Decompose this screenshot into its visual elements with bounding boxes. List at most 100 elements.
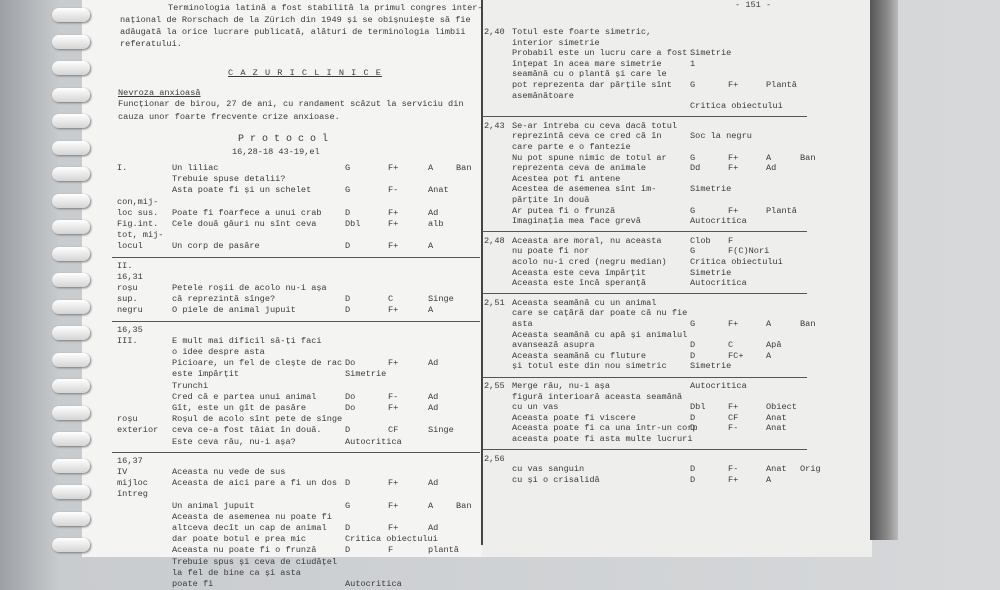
score-code: F+ <box>728 163 739 174</box>
right-page <box>482 0 872 557</box>
intro-line: cauza unor foarte frecvente crize anxioa… <box>118 112 340 122</box>
score-code: Ad <box>428 523 439 533</box>
response-text: părțite în două <box>512 195 590 205</box>
response-text: Cred că e partea unui animal <box>172 391 317 402</box>
row-label: negru <box>117 305 143 316</box>
score-code: Autocritica <box>690 216 747 227</box>
score-code: Simetrie <box>690 267 732 278</box>
score-code: G <box>345 185 351 196</box>
binding-ring <box>52 485 90 499</box>
score-code: F- <box>388 185 399 196</box>
response-text: la fel de bine ca și asta <box>172 567 301 578</box>
binding-ring <box>52 61 90 75</box>
response-text: Aceasta de asemenea nu poate fi <box>172 511 332 522</box>
score-code: F+ <box>388 207 399 218</box>
response-text: Aceasta seamănă cu fluture <box>512 350 647 361</box>
response-text: asemănătoare <box>512 90 574 101</box>
response-text: Aceasta are moral, nu aceasta <box>512 235 662 246</box>
row-label: I. <box>117 163 128 173</box>
row-label: II. <box>117 260 133 271</box>
score-code: Anat <box>428 185 449 196</box>
score-code: A <box>766 152 772 163</box>
score-code: 1 <box>690 58 696 69</box>
score-code: G <box>690 246 696 257</box>
response-text: avansează asupra <box>512 340 595 351</box>
score-code: Plantă <box>766 80 797 90</box>
row-label: 16,31 <box>117 271 143 282</box>
score-code: Singe <box>428 425 454 436</box>
binding-ring <box>52 379 90 393</box>
score-code: Autocritica <box>690 381 747 391</box>
score-code: Critica obiectului <box>690 101 783 112</box>
response-text: Aceasta poate fi ca una într-un corp <box>512 423 698 434</box>
score-code: D <box>345 305 351 316</box>
separator-line <box>112 320 480 322</box>
protocol-time: 16,28-18 43-19,el <box>232 147 320 157</box>
response-text: înțepat în acea mare simetrie <box>512 58 662 69</box>
row-label: 2,48 <box>484 235 505 246</box>
response-text: Aceasta nu poate fi o frunză <box>172 545 317 556</box>
score-code: F- <box>388 391 399 402</box>
response-text: Trebuie spus și ceva de ciudățel <box>172 556 338 567</box>
response-text: Acestea pot fi antene <box>512 173 621 184</box>
response-text: care parte e o fantezie <box>512 142 631 152</box>
binding-ring <box>52 405 90 420</box>
binding-ring <box>52 458 90 473</box>
page-number: - 151 - <box>735 0 772 10</box>
response-text: interior simetrie <box>512 37 600 48</box>
score-code: F+ <box>728 474 739 485</box>
score-code: F(C)Nori <box>728 246 770 257</box>
score-code: D <box>690 350 696 361</box>
score-code: G <box>690 319 696 329</box>
row-label: roșu <box>117 283 138 293</box>
score-code: F+ <box>388 478 399 489</box>
score-code: F+ <box>388 523 399 533</box>
intro-line: Funcționar de birou, 27 de ani, cu randa… <box>118 99 464 109</box>
score-code: F+ <box>388 358 399 369</box>
score-code: Critica obiectului <box>690 257 783 267</box>
header-line: Terminologia latină a fost stabilită la … <box>168 3 483 13</box>
score-code: D <box>690 423 696 434</box>
score-code: CF <box>728 412 739 423</box>
score-code: Simetrie <box>690 48 732 59</box>
score-code: Dd <box>690 163 701 174</box>
score-code: D <box>690 412 696 423</box>
score-code: Ban <box>800 319 816 329</box>
score-code: C <box>388 294 394 305</box>
score-code: F- <box>728 423 739 434</box>
score-code: Autocritica <box>690 278 747 289</box>
score-code: Autocritica <box>345 579 402 589</box>
response-text: Acestea de asemenea sînt îm- <box>512 184 657 195</box>
row-label: tot, mij- <box>117 230 164 241</box>
separator-line <box>482 231 807 233</box>
response-text: Aceasta este încă speranță <box>512 278 647 289</box>
row-label: exterior <box>117 425 159 436</box>
score-code: F <box>388 545 394 556</box>
score-code: Ban <box>456 163 472 173</box>
score-code: Anat <box>766 423 787 434</box>
response-text: cu un vas <box>512 402 559 413</box>
score-code: F+ <box>388 305 399 316</box>
binding-ring <box>52 87 90 102</box>
score-code: Clob <box>690 235 711 246</box>
response-text: Imaginația mea face grevă <box>512 216 641 227</box>
score-code: D <box>690 474 696 485</box>
section-title: C A Z U R I C L I N I C E <box>228 68 382 78</box>
response-text: cu și o crisalidă <box>512 474 600 485</box>
binding-ring <box>52 538 90 552</box>
response-text: Poate fi foarfece a unui crab <box>172 207 322 218</box>
score-code: A <box>428 305 434 316</box>
response-text: o idee despre asta <box>172 347 265 357</box>
row-label: roșu <box>117 414 138 425</box>
response-text: Ar putea fi o frunză <box>512 205 616 216</box>
score-code: Dbl <box>345 219 361 229</box>
binding-ring <box>52 34 90 49</box>
response-text: Picioare, un fel de clește de rac <box>172 358 343 369</box>
response-text: Nu pot spune nimic de totul ar <box>512 152 667 163</box>
header-line: referatului. <box>120 39 182 49</box>
score-code: Critica obiectului <box>345 534 438 545</box>
response-text: cu vas sanguin <box>512 464 585 475</box>
score-code: D <box>690 340 696 351</box>
score-code: D <box>345 545 351 556</box>
